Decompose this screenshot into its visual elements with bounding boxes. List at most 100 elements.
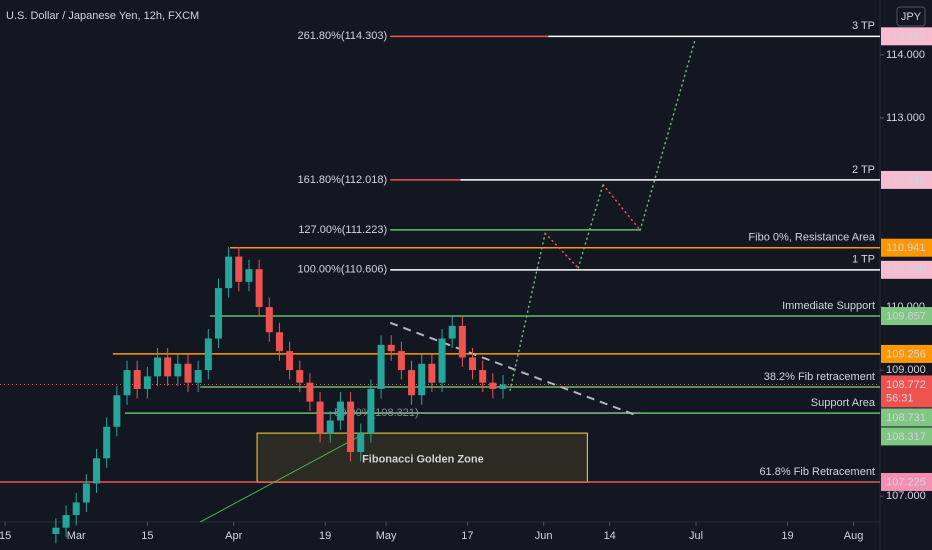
- candle-body: [306, 382, 314, 402]
- level-label: 38.2% Fib retracement: [764, 371, 875, 383]
- candle-body: [387, 344, 395, 352]
- price-tag: [881, 170, 932, 189]
- candle-body: [154, 357, 162, 377]
- candle-body: [225, 256, 233, 289]
- x-tick-label: Mar: [67, 530, 86, 542]
- price-tag-label: 108.772: [886, 379, 926, 391]
- currency[interactable]: JPY: [901, 11, 922, 23]
- candle-body: [52, 527, 60, 534]
- candle-body: [214, 288, 222, 339]
- price-tag-label: 108.731: [886, 412, 926, 424]
- price-tag: [881, 375, 932, 408]
- price-tag-label: 107.225: [886, 476, 926, 488]
- candle-body: [235, 256, 243, 282]
- candle-body: [103, 426, 111, 459]
- price-tag: [881, 307, 932, 326]
- projection-segment: [544, 232, 579, 269]
- price-tag-label: 108.317: [886, 431, 926, 443]
- price-tag: [881, 408, 932, 427]
- trendline: [389, 321, 636, 416]
- x-tick-label: 15: [0, 530, 11, 542]
- candle-body: [286, 351, 294, 371]
- level-label: 100.00%(110.606): [298, 264, 388, 276]
- candle-body: [143, 376, 151, 389]
- candle-body: [62, 515, 70, 528]
- chart-title: U.S. Dollar / Japanese Yen, 12h, FXCM: [6, 10, 199, 22]
- trendline: [199, 432, 366, 523]
- candle-body: [357, 433, 365, 453]
- price-tag-label: 109.256: [886, 348, 926, 360]
- candle-body: [174, 363, 182, 377]
- candle-body: [72, 502, 80, 516]
- price-tag: [881, 27, 932, 46]
- x-tick-label: 17: [461, 530, 473, 542]
- candle-body: [418, 363, 426, 396]
- candle-body: [347, 401, 355, 453]
- candle-body: [316, 401, 324, 434]
- price-tag-label: 110.590: [887, 264, 926, 276]
- candle-body: [296, 370, 304, 383]
- candle-body: [469, 357, 477, 371]
- level-label: 261.80%(114.303): [298, 30, 388, 42]
- candle-body: [336, 401, 344, 421]
- x-tick-label: Jun: [535, 530, 553, 542]
- projection-segment: [577, 183, 604, 269]
- candle-body: [408, 370, 416, 396]
- candle-body: [93, 458, 101, 484]
- candle-body: [204, 338, 212, 371]
- candle-body: [367, 388, 375, 434]
- projection-segment: [602, 183, 641, 231]
- candle-body: [123, 370, 131, 396]
- candle-body: [113, 395, 121, 427]
- level-label: Support Area: [811, 397, 876, 409]
- y-tick-label: 107.000: [886, 490, 926, 502]
- golden-zone: [256, 432, 588, 483]
- candle-body: [377, 344, 385, 389]
- price-tag-label: 114.294: [887, 31, 926, 43]
- candle-body: [194, 370, 202, 383]
- price-tag: [881, 472, 932, 491]
- golden-zone-label: Fibonacci Golden Zone: [362, 454, 484, 466]
- candle-body: [489, 382, 497, 389]
- y-tick-label: 113.000: [886, 112, 925, 124]
- currency-box[interactable]: [896, 6, 926, 27]
- price-tag-label: 110.941: [887, 242, 926, 254]
- level-label: 161.80%(112.018): [298, 174, 388, 186]
- tp-label: 2 TP: [852, 164, 875, 176]
- x-tick-label: Aug: [844, 530, 864, 542]
- price-tag-label: 112.016: [887, 174, 926, 186]
- level-label: 127.00%(111.223): [298, 224, 387, 236]
- candle-body: [428, 363, 436, 383]
- y-tick-label: 114.000: [886, 49, 925, 61]
- candle-body: [275, 332, 283, 352]
- price-tag-label: 109.857: [886, 310, 926, 322]
- level-label: Immediate Support: [782, 300, 875, 312]
- candle-body: [265, 307, 273, 333]
- level-label: 61.8% Fib Retracement: [759, 466, 875, 478]
- tp-label: 1 TP: [852, 254, 875, 266]
- candle-body: [164, 357, 172, 377]
- y-tick-label: 109.000: [886, 364, 926, 376]
- candle-body: [458, 325, 466, 358]
- candle-body: [499, 384, 507, 389]
- x-tick-label: 14: [604, 530, 616, 542]
- price-tag: [881, 427, 932, 446]
- level-label: Fibo 0%, Resistance Area: [748, 232, 875, 244]
- price-tag: [881, 260, 932, 279]
- x-tick-label: 19: [319, 530, 331, 542]
- tp-label: 3 TP: [852, 20, 875, 32]
- candle-body: [397, 351, 405, 371]
- candle-body: [184, 363, 192, 383]
- x-tick-label: 15: [141, 530, 153, 542]
- x-tick-label: May: [376, 530, 397, 542]
- price-tag: [881, 238, 932, 257]
- candle-body: [448, 325, 456, 339]
- x-tick-label: Apr: [225, 530, 242, 542]
- countdown: 56:31: [886, 392, 914, 404]
- candle-body: [438, 338, 446, 383]
- projection-segment: [509, 232, 546, 391]
- price-tag: [881, 344, 932, 363]
